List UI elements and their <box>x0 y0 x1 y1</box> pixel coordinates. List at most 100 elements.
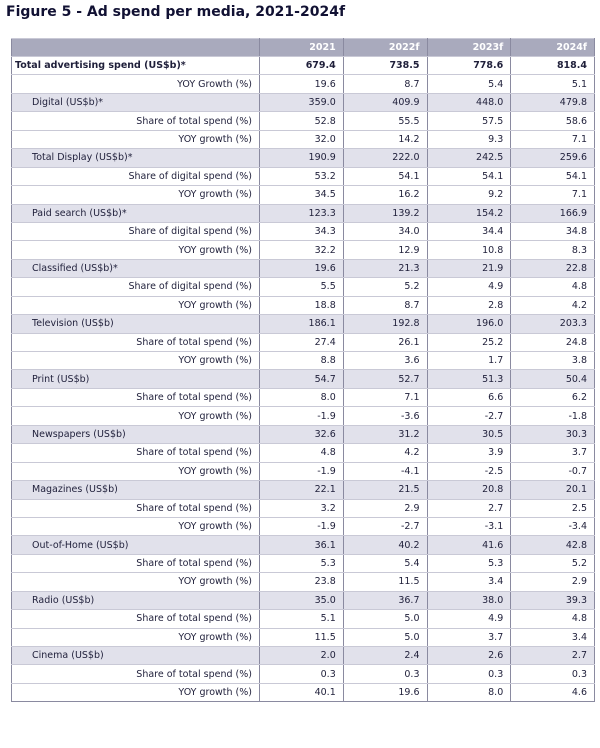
table-row: YOY growth (%) -1.9 -4.1 -2.5 -0.7 <box>11 461 595 482</box>
value-cell: 55.5 <box>342 111 428 131</box>
row-label: YOY growth (%) <box>11 461 260 482</box>
value-cell: 19.6 <box>259 258 344 279</box>
value-cell: 0.3 <box>342 664 428 684</box>
value-cell: 2.7 <box>510 645 595 666</box>
category-row: Paid search (US$b)* 123.3 139.2 154.2 166.9 <box>11 203 595 223</box>
value-cell: 196.0 <box>426 314 512 334</box>
value-cell: 4.2 <box>342 443 428 463</box>
header-label-cell <box>11 38 260 57</box>
value-cell: -1.9 <box>259 461 344 482</box>
value-cell: 259.6 <box>510 148 595 168</box>
value-cell: 34.5 <box>259 185 344 205</box>
value-cell: 359.0 <box>259 92 344 113</box>
value-cell: 27.4 <box>259 332 344 353</box>
table-row: Share of total spend (%) 5.3 5.4 5.3 5.2 <box>11 553 595 574</box>
value-cell: 11.5 <box>259 627 344 648</box>
value-cell: 2.8 <box>426 295 512 316</box>
value-cell: 8.0 <box>259 387 344 408</box>
row-label: Print (US$b) <box>11 369 260 389</box>
value-cell: 5.0 <box>342 627 428 648</box>
value-cell: 11.5 <box>342 572 428 592</box>
category-row: Magazines (US$b) 22.1 21.5 20.8 20.1 <box>11 480 595 500</box>
value-cell: -2.5 <box>426 461 512 482</box>
value-cell: 4.6 <box>510 682 595 703</box>
table-row: YOY growth (%) 40.1 19.6 8.0 4.6 <box>11 682 595 703</box>
value-cell: 6.6 <box>426 387 512 408</box>
value-cell: 778.6 <box>426 55 512 76</box>
table-row: YOY growth (%) -1.9 -3.6 -2.7 -1.8 <box>11 406 595 426</box>
row-label: YOY growth (%) <box>11 240 260 260</box>
value-cell: 818.4 <box>510 55 595 76</box>
value-cell: 3.6 <box>342 350 428 371</box>
table-row: YOY growth (%) 32.0 14.2 9.3 7.1 <box>11 129 595 150</box>
value-cell: 448.0 <box>426 92 512 113</box>
row-label: Cinema (US$b) <box>11 645 260 666</box>
category-row: Out-of-Home (US$b) 36.1 40.2 41.6 42.8 <box>11 535 595 555</box>
row-label: Out-of-Home (US$b) <box>11 535 260 555</box>
value-cell: 21.5 <box>342 480 428 500</box>
value-cell: 0.3 <box>426 664 512 684</box>
value-cell: 52.8 <box>259 111 344 131</box>
value-cell: 203.3 <box>510 314 595 334</box>
value-cell: 186.1 <box>259 314 344 334</box>
table-header-row: 2021 2022f 2023f 2024f <box>11 38 595 57</box>
value-cell: 154.2 <box>426 203 512 223</box>
value-cell: 54.1 <box>510 166 595 187</box>
value-cell: 40.2 <box>342 535 428 555</box>
value-cell: -1.9 <box>259 516 344 537</box>
row-label: Share of total spend (%) <box>11 443 260 463</box>
row-label: Total Display (US$b)* <box>11 148 260 168</box>
value-cell: 479.8 <box>510 92 595 113</box>
value-cell: 2.4 <box>342 645 428 666</box>
value-cell: 52.7 <box>342 369 428 389</box>
value-cell: 34.8 <box>510 221 595 242</box>
value-cell: 25.2 <box>426 332 512 353</box>
category-row: Cinema (US$b) 2.0 2.4 2.6 2.7 <box>11 645 595 666</box>
row-label: Radio (US$b) <box>11 590 260 611</box>
row-label: YOY growth (%) <box>11 129 260 150</box>
value-cell: 3.4 <box>426 572 512 592</box>
value-cell: 222.0 <box>342 148 428 168</box>
value-cell: 4.2 <box>510 295 595 316</box>
table-row: Share of total spend (%) 8.0 7.1 6.6 6.2 <box>11 387 595 408</box>
row-label: YOY growth (%) <box>11 627 260 648</box>
value-cell: 5.1 <box>510 74 595 94</box>
value-cell: 32.0 <box>259 129 344 150</box>
table-row: Share of total spend (%) 27.4 26.1 25.2 24.8 <box>11 332 595 353</box>
value-cell: -4.1 <box>342 461 428 482</box>
row-label: Magazines (US$b) <box>11 480 260 500</box>
value-cell: 8.7 <box>342 295 428 316</box>
value-cell: 242.5 <box>426 148 512 168</box>
value-cell: 139.2 <box>342 203 428 223</box>
category-row: Radio (US$b) 35.0 36.7 38.0 39.3 <box>11 590 595 611</box>
value-cell: 54.1 <box>342 166 428 187</box>
table-row: Share of digital spend (%) 5.5 5.2 4.9 4.8 <box>11 277 595 297</box>
value-cell: 3.8 <box>510 350 595 371</box>
row-label: YOY Growth (%) <box>11 74 260 94</box>
row-label: Share of total spend (%) <box>11 609 260 629</box>
value-cell: 21.9 <box>426 258 512 279</box>
category-row: Classified (US$b)* 19.6 21.3 21.9 22.8 <box>11 258 595 279</box>
value-cell: 36.1 <box>259 535 344 555</box>
value-cell: 2.9 <box>342 498 428 518</box>
value-cell: 40.1 <box>259 682 344 703</box>
value-cell: 8.7 <box>342 74 428 94</box>
value-cell: 54.1 <box>426 166 512 187</box>
value-cell: 39.3 <box>510 590 595 611</box>
value-cell: 4.8 <box>510 277 595 297</box>
value-cell: 22.1 <box>259 480 344 500</box>
value-cell: 5.5 <box>259 277 344 297</box>
value-cell: 19.6 <box>342 682 428 703</box>
table-row: Share of total spend (%) 5.1 5.0 4.9 4.8 <box>11 609 595 629</box>
value-cell: 38.0 <box>426 590 512 611</box>
value-cell: 32.6 <box>259 424 344 445</box>
value-cell: 20.1 <box>510 480 595 500</box>
value-cell: 50.4 <box>510 369 595 389</box>
value-cell: 0.3 <box>510 664 595 684</box>
table-row: Share of total spend (%) 3.2 2.9 2.7 2.5 <box>11 498 595 518</box>
value-cell: 2.5 <box>510 498 595 518</box>
value-cell: 41.6 <box>426 535 512 555</box>
row-label: Share of total spend (%) <box>11 387 260 408</box>
value-cell: 5.2 <box>342 277 428 297</box>
value-cell: 123.3 <box>259 203 344 223</box>
